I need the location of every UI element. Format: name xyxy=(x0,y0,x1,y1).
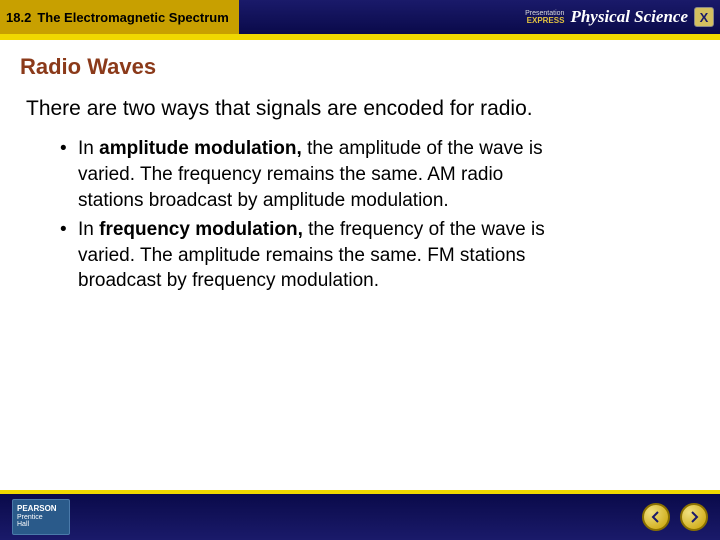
bullet-term: frequency modulation, xyxy=(99,219,303,240)
nav-controls xyxy=(642,503,708,531)
header-left: 18.2 The Electromagnetic Spectrum xyxy=(0,0,239,34)
prev-button[interactable] xyxy=(642,503,670,531)
publisher-logo: PEARSON Prentice Hall xyxy=(12,499,70,535)
logo-line2: Prentice xyxy=(17,514,65,522)
slide-content: Radio Waves There are two ways that sign… xyxy=(0,40,720,294)
chapter-badge: 18.2 The Electromagnetic Spectrum xyxy=(0,0,239,34)
chapter-title: The Electromagnetic Spectrum xyxy=(37,10,228,25)
express-badge: Presentation EXPRESS xyxy=(525,10,564,25)
footer-bar: PEARSON Prentice Hall xyxy=(0,490,720,540)
logo-line1: PEARSON xyxy=(17,505,65,514)
chapter-number: 18.2 xyxy=(6,10,31,25)
bullet-prefix: In xyxy=(78,138,99,159)
bullet-item: In frequency modulation, the frequency o… xyxy=(60,217,570,294)
logo-line3: Hall xyxy=(17,521,65,529)
bullet-item: In amplitude modulation, the amplitude o… xyxy=(60,136,570,213)
bullet-term: amplitude modulation, xyxy=(99,138,302,159)
slide-intro: There are two ways that signals are enco… xyxy=(26,96,694,122)
header-right: Presentation EXPRESS Physical Science X xyxy=(525,0,720,34)
chevron-left-icon xyxy=(650,511,662,523)
subject-title: Physical Science xyxy=(570,7,688,27)
next-button[interactable] xyxy=(680,503,708,531)
bullet-list: In amplitude modulation, the amplitude o… xyxy=(60,136,570,294)
header-bar: 18.2 The Electromagnetic Spectrum Presen… xyxy=(0,0,720,34)
badge-bottom: EXPRESS xyxy=(527,17,565,25)
close-button[interactable]: X xyxy=(694,7,714,27)
chevron-right-icon xyxy=(688,511,700,523)
bullet-prefix: In xyxy=(78,219,99,240)
slide-heading: Radio Waves xyxy=(20,54,700,80)
